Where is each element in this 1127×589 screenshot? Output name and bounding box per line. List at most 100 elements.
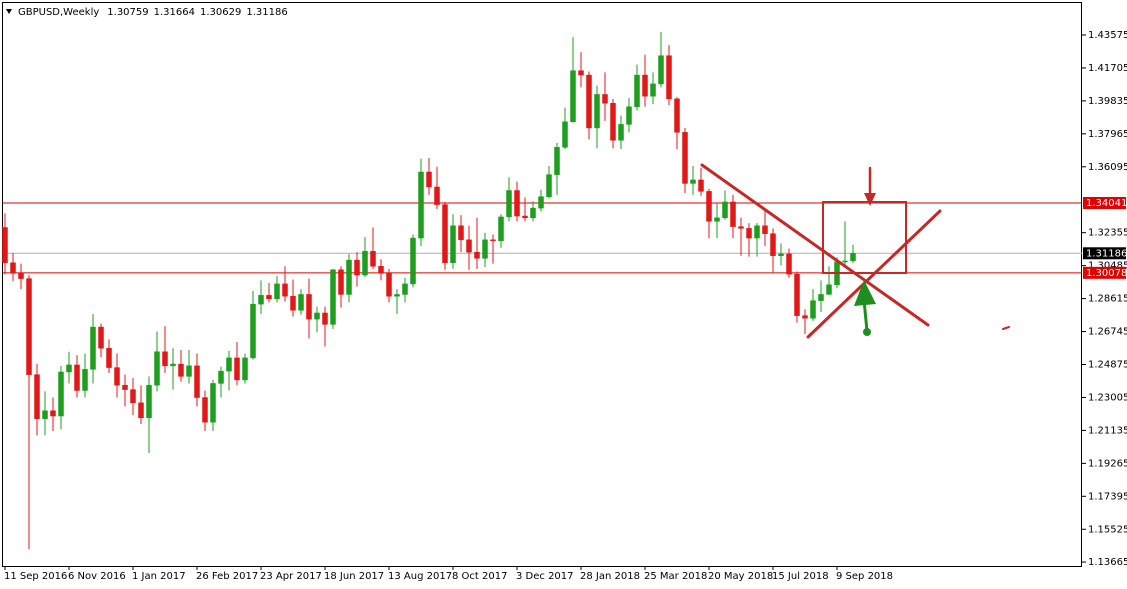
candle-body [674,98,680,133]
candle-body [58,371,64,417]
candle-body [618,124,624,141]
candle-body [794,273,800,316]
x-tick-label: 18 Jun 2017 [324,571,384,582]
candle-body [338,269,344,295]
candle-body [570,70,576,123]
candle-body [498,216,504,241]
candle-body [562,121,568,148]
candle-body [842,260,848,263]
candle-body [786,253,792,275]
candle-body [530,207,536,219]
annotations [700,163,1010,339]
candle-body [826,284,832,295]
candle-body [146,384,152,419]
candle-body [266,295,272,300]
candle-body [202,397,208,423]
candle-body [410,237,416,285]
candle-body [722,201,728,219]
candle-body [122,384,128,390]
candle-body [490,239,496,242]
candle-body [138,402,144,419]
candle-body [602,94,608,104]
candle-body [370,251,376,267]
candle-body [450,225,456,263]
candle-body [466,239,472,253]
resistance-box [822,201,907,274]
candle-body [210,383,216,423]
level-label-bg [1083,196,1126,209]
x-tick-label: 3 Dec 2017 [516,571,574,582]
candle-body [474,251,480,259]
y-tick-label: 1.39835 [1088,96,1127,107]
candle-body [762,225,768,234]
candle-body [594,94,600,129]
candle-body [66,364,72,373]
candle-body [314,312,320,320]
candle-body [522,215,528,219]
y-tick-label: 1.19265 [1088,458,1127,469]
candle-body [434,186,440,205]
candle-body [42,410,48,419]
candle-body [442,204,448,263]
candle-body [698,179,704,192]
x-tick-label: 13 Aug 2017 [388,571,452,582]
ohlc-high: 1.31664 [154,7,195,18]
y-tick-label: 1.13665 [1088,557,1127,568]
candle-body [306,294,312,320]
candle-body [50,410,56,417]
chart-title: GBPUSD,Weekly 1.30759 1.31664 1.30629 1.3118… [18,7,288,18]
candle-body [106,347,112,368]
candle-body [322,312,328,325]
candle-body [130,389,136,404]
y-tick-label: 1.36095 [1088,162,1127,173]
candle-body [194,365,200,398]
y-tick-label: 1.41705 [1088,63,1127,74]
candle-body [154,351,160,386]
candle-body [666,55,672,100]
x-tick-label: 28 Jan 2018 [580,571,640,582]
candle-body [82,369,88,391]
candle-body [610,103,616,141]
candle-body [706,191,712,222]
arrow-up-shaft [862,298,869,333]
candle-body [98,326,104,349]
candle-body [634,74,640,108]
x-tick-label: 15 Jul 2018 [772,571,829,582]
candle-body [578,70,584,76]
candle-body [354,259,360,276]
x-tick-label: 25 Mar 2018 [644,571,707,582]
bid-label-bg [1083,247,1126,260]
arrow-up-head [854,280,876,306]
candle-body [818,294,824,301]
candle-body [298,294,304,311]
y-tick-label: 1.37965 [1088,129,1127,140]
candle-body [506,190,512,218]
candle-body [290,295,296,311]
candle-body [170,363,176,367]
candle-body [378,266,384,274]
candle-body [626,106,632,125]
y-tick-label: 1.24875 [1088,360,1127,371]
candle-body [34,374,40,419]
candle-body [258,295,264,305]
candle-body [458,225,464,241]
candle-body [810,300,816,319]
candle-body [330,269,336,325]
candle-body [738,226,744,229]
candle-body [714,217,720,222]
y-tick-label: 1.43575 [1088,30,1127,41]
candle-body [770,233,776,256]
candle-body [554,147,560,175]
y-tick-label: 1.21135 [1088,425,1127,436]
candle-body [362,251,368,276]
candle-body [394,294,400,297]
candle-body [642,74,648,97]
candle-body [802,315,808,319]
x-tick-label: 20 May 2018 [708,571,773,582]
x-tick-label: 11 Sep 2016 [4,571,67,582]
x-tick-label: 1 Jan 2017 [132,571,186,582]
candle-body [426,171,432,188]
candle-body [682,132,688,184]
candle-body [538,196,544,209]
